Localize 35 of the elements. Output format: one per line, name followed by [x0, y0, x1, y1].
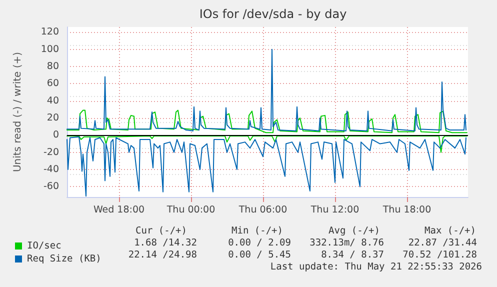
- text: Avg (-/+): [328, 226, 380, 236]
- text: 0.00 / 2.09: [228, 238, 292, 248]
- y-tick-label: 0: [52, 130, 59, 141]
- line-series: [66, 48, 466, 132]
- x-tick-label: Thu 06:00: [238, 204, 288, 216]
- y-tick-label: 20: [46, 112, 59, 124]
- y-axis-title: Units read (-) / write (+): [12, 52, 24, 172]
- y-tick-label: -40: [43, 164, 59, 176]
- text: Max (-/+): [424, 226, 476, 236]
- y-tick-label: 60: [46, 78, 59, 90]
- y-tick-label: 120: [40, 26, 59, 38]
- line-series: [66, 110, 468, 134]
- legend-label: Req Size (KB): [27, 254, 102, 264]
- x-tick-label: Wed 18:00: [93, 204, 145, 216]
- text: Min (-/+): [232, 226, 283, 236]
- text: Last update: Thu May 21 22:55:33 2026: [270, 262, 482, 272]
- text: 332.13m/ 8.76: [310, 238, 384, 248]
- text: 8.34 / 8.37: [321, 250, 384, 260]
- y-tick-label: 40: [46, 95, 59, 106]
- legend-label: IO/sec: [27, 240, 62, 252]
- x-tick-label: Thu 12:00: [310, 204, 360, 216]
- x-tick-label: Thu 00:00: [166, 204, 216, 216]
- text: 22.87 /31.44: [408, 238, 478, 248]
- text: Cur (-/+): [136, 226, 187, 236]
- y-tick-label: 100: [40, 44, 59, 55]
- chart-title: IOs for /dev/sda - by day: [199, 7, 347, 21]
- x-tick-label: Thu 18:00: [382, 204, 432, 216]
- text: 70.52 /101.28: [402, 250, 478, 260]
- y-tick-label: -60: [43, 181, 59, 192]
- text: 22.14 /24.98: [128, 250, 198, 260]
- text: 0.00 / 5.45: [228, 250, 291, 260]
- line-series: [66, 136, 468, 153]
- y-tick-label: 80: [46, 60, 59, 72]
- y-tick-label: -20: [43, 146, 59, 158]
- text: 1.68 /14.32: [134, 238, 197, 248]
